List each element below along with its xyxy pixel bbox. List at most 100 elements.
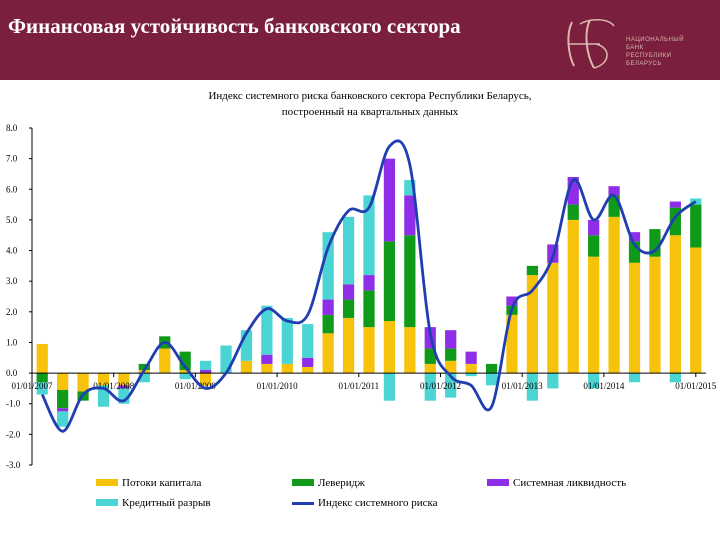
bar-capital: [322, 333, 334, 374]
bar-credit_gap: [36, 382, 48, 395]
logo-line: БАНК: [626, 45, 644, 51]
bar-liquidity: [465, 351, 477, 364]
bar-liquidity: [261, 354, 273, 364]
y-tick-label: -1.0: [6, 399, 21, 409]
bar-capital: [240, 360, 253, 374]
bar-capital: [159, 348, 171, 374]
bar-leverage: [608, 195, 620, 217]
bar-credit_gap: [669, 373, 681, 383]
bar-liquidity: [57, 408, 69, 412]
bar-capital: [342, 317, 355, 374]
bar-leverage: [690, 204, 702, 248]
bar-liquidity: [506, 296, 518, 306]
header-banner: Финансовая устойчивость банковского сект…: [0, 0, 720, 80]
bar-leverage: [36, 373, 48, 383]
legend-swatch-credit-gap: [96, 499, 118, 506]
bar-credit_gap: [465, 373, 477, 377]
bar-capital: [445, 360, 457, 374]
bar-credit_gap: [445, 373, 457, 398]
bar-leverage: [404, 235, 416, 328]
bar-capital: [547, 262, 559, 374]
bar-capital: [506, 314, 518, 374]
bar-leverage: [342, 299, 355, 318]
bar-credit_gap: [179, 373, 191, 380]
bar-credit_gap: [138, 373, 150, 383]
x-tick-label: 01/01/2014: [583, 381, 625, 391]
legend-label: Леверидж: [318, 477, 365, 489]
bar-capital: [179, 370, 191, 374]
bar-leverage: [138, 363, 150, 371]
chart-title: Индекс системного риска банковского сект…: [80, 88, 660, 120]
bar-liquidity: [445, 330, 457, 349]
bar-capital: [97, 373, 110, 386]
logo-line: РЕСПУБЛИКИ: [626, 53, 672, 59]
x-tick-label: 01/01/2012: [420, 381, 461, 391]
y-tick-label: 7.0: [6, 154, 18, 164]
y-tick-label: 3.0: [6, 276, 18, 286]
y-tick-label: -3.0: [6, 460, 21, 470]
legend-swatch-leverage: [292, 479, 314, 486]
bar-liquidity: [628, 232, 641, 242]
bar-leverage: [588, 235, 600, 257]
bar-credit_gap: [118, 388, 130, 404]
bar-credit_gap: [588, 373, 600, 389]
bar-capital: [608, 216, 620, 374]
legend-swatch-capital: [96, 479, 118, 486]
bar-capital: [77, 373, 89, 392]
bar-leverage: [322, 314, 334, 334]
bar-credit_gap: [261, 305, 273, 355]
y-tick-label: 6.0: [6, 184, 18, 194]
legend-label: Потоки капитала: [122, 477, 202, 489]
bank-logo: НАЦИОНАЛЬНЫЙ БАНК РЕСПУБЛИКИ БЕЛАРУСЬ: [560, 14, 710, 74]
legend-label: Системная ликвидность: [513, 477, 627, 489]
bar-credit_gap: [57, 411, 69, 427]
y-tick-label: 1.0: [6, 337, 18, 347]
bar-credit_gap: [404, 180, 416, 196]
bar-liquidity: [118, 385, 130, 389]
bar-credit_gap: [97, 385, 110, 407]
bar-capital: [567, 219, 579, 374]
bar-credit_gap: [383, 373, 396, 401]
bar-capital: [383, 321, 396, 374]
bar-credit_gap: [485, 373, 498, 386]
bar-credit_gap: [281, 317, 293, 364]
bar-liquidity: [608, 186, 620, 196]
bar-liquidity: [199, 370, 212, 374]
bar-leverage: [669, 207, 681, 236]
x-tick-label: 01/01/2011: [338, 381, 379, 391]
bar-capital: [404, 327, 416, 374]
bar-capital: [526, 275, 539, 374]
bar-capital: [199, 373, 212, 386]
bar-leverage: [628, 241, 641, 263]
bar-credit_gap: [322, 232, 334, 300]
y-tick-label: 8.0: [6, 123, 18, 133]
legend-label: Индекс системного риска: [318, 497, 438, 509]
bar-credit_gap: [199, 360, 212, 371]
y-tick-label: 4.0: [6, 246, 18, 256]
bar-credit_gap: [342, 216, 355, 285]
bar-leverage: [383, 241, 396, 322]
bar-credit_gap: [363, 195, 375, 276]
logo-line: БЕЛАРУСЬ: [626, 61, 662, 67]
bar-liquidity: [567, 177, 579, 205]
monogram-icon: [567, 19, 615, 69]
bar-leverage: [179, 351, 191, 371]
page-title: Финансовая устойчивость банковского сект…: [8, 14, 461, 38]
bar-capital: [628, 262, 641, 374]
bar-capital: [281, 363, 293, 374]
bar-capital: [57, 373, 69, 390]
bar-leverage: [649, 229, 661, 257]
logo-text: НАЦИОНАЛЬНЫЙ БАНК РЕСПУБЛИКИ БЕЛАРУСЬ: [626, 36, 696, 68]
bar-liquidity: [322, 299, 334, 315]
bar-leverage: [424, 348, 436, 364]
bar-credit_gap: [240, 330, 253, 361]
bar-capital: [363, 327, 375, 374]
legend-swatch-liquidity: [487, 479, 509, 486]
bar-leverage: [363, 290, 375, 328]
bar-capital: [588, 256, 600, 374]
chart-title-line: построенный на квартальных данных: [281, 106, 459, 118]
legend-swatch-index: [292, 502, 314, 505]
index-line: [40, 139, 697, 433]
bar-capital: [118, 373, 130, 386]
x-tick-label: 01/01/2010: [257, 381, 299, 391]
